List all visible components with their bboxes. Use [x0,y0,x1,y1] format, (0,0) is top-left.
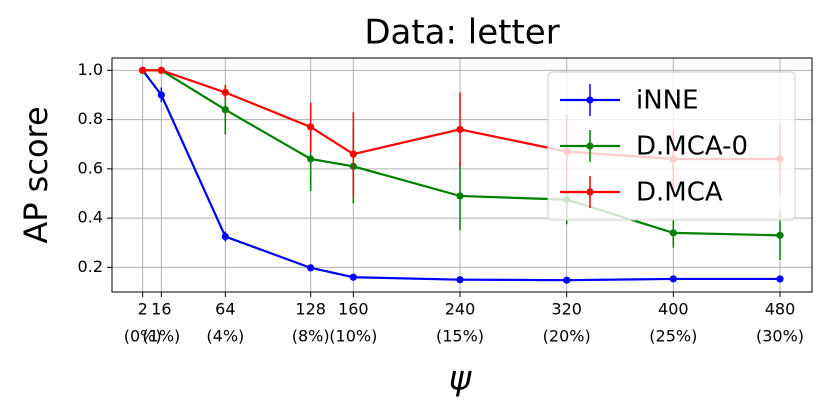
point [669,229,677,237]
y-tick-label: 1.0 [78,60,103,79]
x-axis-label: ψ [449,359,472,399]
x-tick-sublabel: (1%) [142,327,180,346]
point [456,125,464,134]
y-tick-label: 0.2 [78,257,103,276]
x-tick-label: 480 [765,300,796,319]
x-tick-sublabel: (15%) [436,327,484,346]
point [349,150,357,158]
x-tick-sublabel: (8%) [292,327,330,346]
point [349,273,357,281]
point [307,123,315,131]
legend-label: iNNE [636,86,699,116]
y-tick-label: 0.6 [78,158,103,177]
legend-label: D.MCA-0 [636,132,748,162]
point [157,91,165,99]
point [456,276,464,284]
point [221,106,229,114]
point [776,231,784,239]
legend-marker [586,188,594,196]
point [669,275,677,283]
x-tick-sublabel: (30%) [756,327,804,346]
point [563,276,571,284]
legend: iNNE D.MCA-0 D.MCA [547,71,796,221]
x-tick-label: 16 [151,300,171,319]
plot-frame [111,57,813,293]
x-tick-sublabel: (10%) [329,327,377,346]
x-tick-sublabel: (20%) [543,327,591,346]
x-tick-sublabel: (0%) [124,327,162,346]
x-tick-label: 128 [295,300,326,319]
point [307,264,315,272]
legend-marker [586,142,594,150]
point [776,275,784,283]
point [456,192,464,200]
legend-box [547,71,796,221]
x-tick-label: 240 [445,300,476,319]
point [221,232,229,241]
x-tick-label: 160 [338,300,369,319]
x-tick-sublabel: (4%) [206,327,244,346]
chart-title: Data: letter [364,13,559,53]
legend-marker [586,96,594,104]
y-tick-label: 0.4 [78,208,103,227]
x-tick-sublabel: (25%) [649,327,697,346]
y-axis-label: AP score [17,106,55,243]
point [221,88,229,97]
point [157,66,165,74]
x-tick-label: 2 [138,300,148,319]
point [307,155,315,163]
legend-label: D.MCA [636,178,723,208]
x-tick-label: 320 [551,300,582,319]
y-tick-label: 0.8 [78,109,103,128]
x-tick-label: 400 [658,300,689,319]
x-tick-label: 64 [215,300,235,319]
point [139,66,147,74]
